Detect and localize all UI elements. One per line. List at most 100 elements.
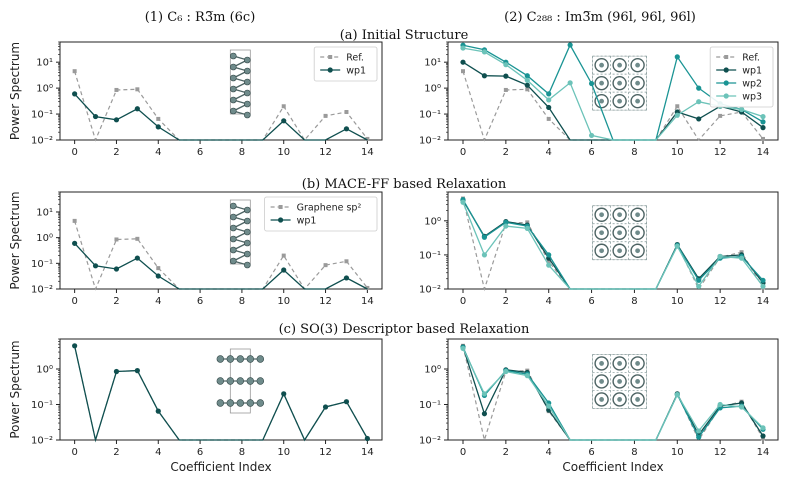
data-point-wp2 [546, 91, 552, 97]
data-point-wp2 [696, 434, 702, 440]
data-point-wp3 [460, 345, 466, 352]
y-tick-label: 10¹ [36, 207, 53, 218]
x-tick-label: 14 [361, 296, 374, 307]
x-tick-label: 14 [757, 296, 770, 307]
x-tick-label: 12 [319, 447, 332, 458]
y-tick-label: 10⁻² [31, 285, 53, 296]
data-point-wp1 [481, 73, 488, 79]
data-point-wp3 [546, 97, 552, 103]
x-axis-label: Coefficient Index [562, 460, 663, 474]
data-point-wp3 [503, 368, 509, 375]
series-line-wp1 [74, 93, 368, 141]
legend-label: wp2 [742, 79, 762, 90]
y-tick-label: 10¹ [36, 58, 53, 69]
x-tick-label: 0 [71, 147, 77, 158]
x-tick-label: 12 [714, 147, 727, 158]
data-point-wp3 [546, 262, 552, 268]
y-tick-label: 10⁻¹ [419, 110, 441, 121]
structure-inset-c2 [592, 354, 647, 409]
y-tick-label: 10⁻¹ [31, 110, 53, 121]
chart-a1: 0 2 4 6 8 10 12 14 10⁻² 10⁻¹ 10⁰ 10¹ Power Spectrum R… [8, 41, 383, 158]
data-point-wp1 [481, 411, 488, 417]
data-point-ref [461, 69, 465, 74]
data-point-wp1 [72, 343, 78, 349]
data-point-wp2 [567, 42, 573, 48]
data-point-wp1 [281, 391, 287, 397]
data-point-ref [72, 218, 77, 223]
data-point-wp3 [738, 255, 745, 261]
data-point-wp1 [134, 368, 140, 374]
x-tick-label: 14 [361, 447, 374, 458]
y-axis-label: Power Spectrum [8, 191, 22, 289]
data-point-wp3 [567, 80, 573, 86]
x-tick-label: 4 [546, 447, 552, 458]
data-point-wp2 [760, 277, 766, 283]
data-point-ref [114, 87, 119, 92]
x-tick-label: 4 [155, 147, 161, 158]
x-tick-label: 6 [588, 447, 594, 458]
data-point-wp2 [696, 277, 702, 283]
data-point-wp1 [155, 408, 161, 414]
data-point-wp3 [460, 45, 466, 51]
data-point-wp1 [760, 433, 766, 439]
x-tick-label: 4 [546, 296, 552, 307]
data-point-wp1 [322, 404, 329, 410]
structure-inset-a1 [229, 49, 251, 119]
data-point-ref [344, 110, 349, 115]
x-tick-label: 8 [239, 147, 245, 158]
data-point-wp2 [588, 80, 595, 87]
data-point-wp1 [113, 368, 120, 375]
data-point-wp3 [738, 404, 745, 410]
x-tick-label: 2 [113, 147, 119, 158]
data-point-wp1 [343, 399, 350, 405]
chart-b2: 0 2 4 6 8 10 12 14 10⁻² 10⁻¹ 10⁰ [419, 191, 779, 307]
data-point-wp1 [343, 275, 350, 281]
data-point-ref [281, 253, 286, 258]
x-tick-label: 4 [155, 296, 161, 307]
data-point-wp3 [674, 112, 680, 118]
series-line-wp1 [74, 242, 368, 290]
series-line-ref [462, 345, 764, 443]
data-point-ref [135, 236, 140, 241]
x-tick-label: 2 [113, 447, 119, 458]
y-tick-label: 10⁻¹ [31, 400, 53, 411]
x-tick-label: 2 [503, 147, 509, 158]
data-point-ref [72, 69, 77, 74]
y-tick-label: 10⁻¹ [31, 259, 53, 270]
data-point-wp1 [460, 59, 466, 65]
data-point-wp3 [674, 243, 680, 249]
data-point-ref [114, 237, 119, 242]
legend: Ref. wp1 wp2 wp3 [709, 46, 774, 108]
data-point-wp1 [155, 124, 161, 130]
data-point-ref [323, 113, 328, 118]
data-point-ref [546, 259, 551, 264]
x-tick-label: 6 [197, 147, 203, 158]
data-point-wp2 [524, 73, 530, 79]
data-point-wp1 [281, 267, 287, 273]
x-tick-label: 4 [546, 147, 552, 158]
data-point-wp1 [113, 117, 120, 123]
row-title-b: (b) MACE-FF based Relaxation [302, 177, 507, 192]
x-tick-label: 0 [71, 296, 77, 307]
x-tick-label: 2 [503, 447, 509, 458]
series-line-wp3 [462, 348, 764, 441]
data-point-wp3 [481, 391, 488, 397]
data-point-wp3 [760, 283, 766, 289]
data-point-wp3 [481, 49, 488, 55]
x-tick-label: 12 [714, 296, 727, 307]
series-line-wp3 [462, 202, 764, 290]
chart-c1: 0 2 4 6 8 10 12 14 10⁻² 10⁻¹ 10⁰ Power Spectrum Coef… [8, 338, 383, 474]
y-axis-label: Power Spectrum [8, 340, 22, 438]
data-point-wp3 [674, 392, 680, 398]
data-point-wp1 [113, 266, 120, 272]
legend-label: wp3 [742, 92, 762, 103]
x-tick-label: 10 [671, 447, 684, 458]
legend-marker [328, 55, 333, 59]
chart-panels: 0 2 4 6 8 10 12 14 10⁻² 10⁻¹ 10⁰ 10¹ Power Spectrum R… [8, 41, 779, 474]
legend-label: wp1 [346, 66, 366, 77]
data-point-ref [365, 136, 370, 141]
legend-marker [724, 55, 729, 59]
legend-marker [723, 80, 729, 86]
data-point-wp3 [696, 283, 702, 289]
legend: Ref. wp1 [313, 46, 378, 82]
